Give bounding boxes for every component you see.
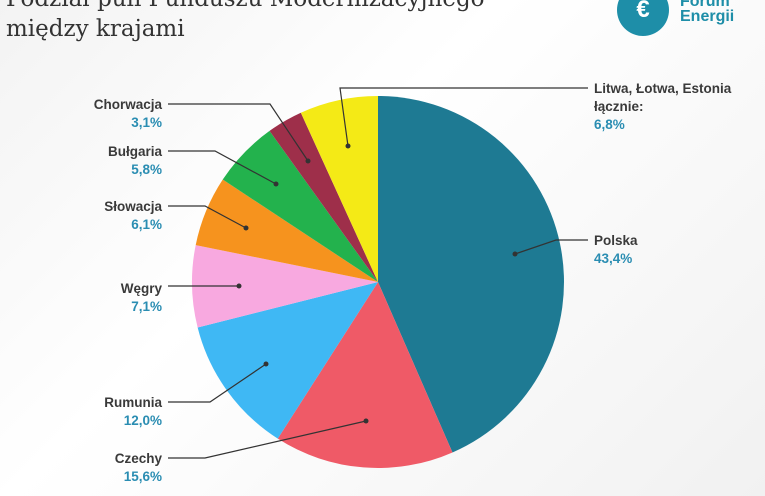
value-label: 7,1%	[131, 299, 162, 314]
pie-slice	[277, 282, 453, 468]
data-label: Węgry 7,1%	[121, 280, 162, 316]
value-label: 5,8%	[131, 162, 162, 177]
leader-line	[168, 420, 367, 459]
leader-dot	[363, 418, 369, 424]
pie-slice	[269, 112, 378, 282]
legend-label: Chorwacja	[93, 97, 162, 112]
data-label: Litwa, Łotwa, Estonia łącznie: 6,8%	[594, 80, 759, 134]
value-label: 3,1%	[131, 115, 162, 130]
leader-line	[168, 150, 277, 185]
leader-dot	[345, 143, 351, 149]
leader-line	[168, 103, 309, 162]
chart-title: między krajami	[6, 16, 185, 42]
data-label: Słowacja 6,1%	[104, 198, 162, 234]
leader-dot	[263, 361, 269, 367]
leader-dot	[243, 225, 249, 231]
data-label: Rumunia 12,0%	[104, 394, 162, 430]
value-label: 15,6%	[123, 469, 162, 484]
data-label: Polska 43,4%	[594, 232, 759, 268]
legend-label: Węgry	[120, 281, 162, 296]
value-label: 6,8%	[594, 117, 625, 132]
pie-slice	[378, 96, 564, 453]
value-label: 12,0%	[123, 413, 162, 428]
pie-slice	[195, 179, 378, 282]
pie-slice	[197, 282, 378, 439]
value-label: 43,4%	[594, 251, 633, 266]
value-label: 6,1%	[131, 217, 162, 232]
pie-slice	[300, 96, 378, 282]
leader-dot	[236, 283, 242, 289]
legend-label: Rumunia	[104, 395, 162, 410]
data-label: Czechy 15,6%	[115, 450, 162, 486]
pie-slice	[222, 130, 378, 282]
leader-dot	[273, 181, 279, 187]
data-label: Bułgaria 5,8%	[108, 143, 162, 179]
leader-dot	[305, 158, 311, 164]
legend-label: Słowacja	[104, 199, 162, 214]
legend-label: Czechy	[114, 451, 162, 466]
data-label: Chorwacja 3,1%	[94, 96, 162, 132]
legend-label: Litwa, Łotwa, Estonia łącznie:	[594, 81, 732, 114]
logo-text: Forum	[680, 0, 730, 10]
logo-glyph: €	[636, 0, 649, 23]
legend-label: Bułgaria	[107, 144, 162, 159]
leader-dot	[512, 251, 518, 257]
leader-line	[339, 87, 588, 147]
logo-mark	[617, 0, 669, 36]
pie-slice	[192, 245, 378, 328]
chart-title: Podział puli Funduszu Modernizacyjnego	[6, 0, 485, 12]
leader-line	[514, 239, 588, 255]
leader-line	[168, 205, 247, 229]
logo-text: Energii	[680, 8, 735, 25]
leader-line	[168, 363, 267, 403]
legend-label: Polska	[594, 233, 638, 248]
